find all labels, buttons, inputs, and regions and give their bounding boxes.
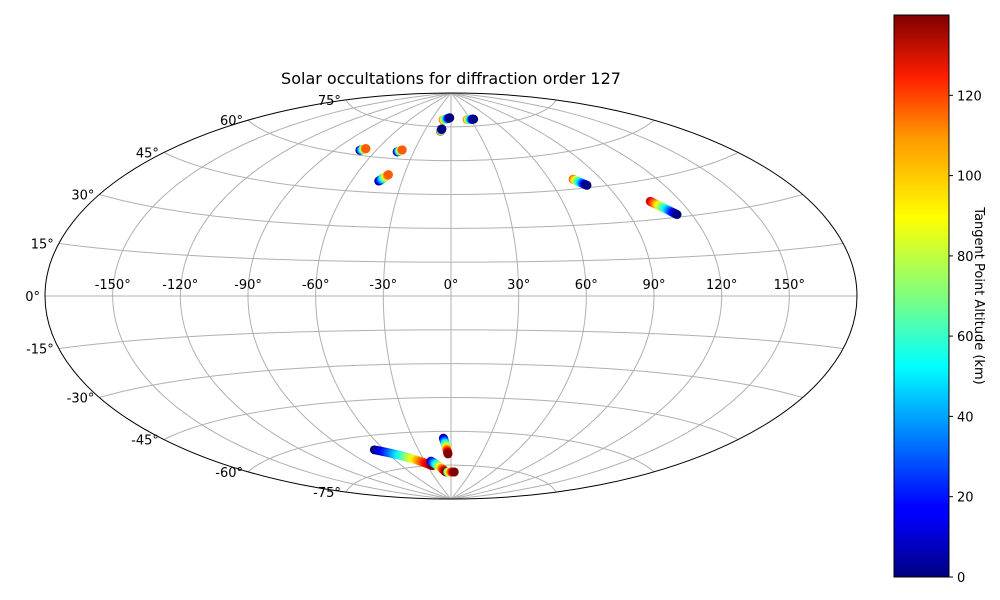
colorbar-ticks: 0 20 40 60 80 100 120 xyxy=(949,89,982,586)
y-tick-label: 60° xyxy=(220,114,243,129)
x-tick-label: 90° xyxy=(642,278,665,293)
y-tick-label: -15° xyxy=(26,343,54,358)
y-tick-label: 30° xyxy=(71,189,94,204)
parallel-line xyxy=(58,242,844,263)
colorbar-tick-label: 20 xyxy=(957,491,974,506)
y-tick-label: -75° xyxy=(313,486,341,501)
colorbar xyxy=(893,14,950,578)
x-tick-label: -150° xyxy=(95,278,131,293)
parallel-line xyxy=(99,363,803,398)
parallel-line xyxy=(163,396,739,440)
x-tick-label: -120° xyxy=(162,278,198,293)
y-tick-label: -45° xyxy=(131,434,159,449)
x-tick-label: -90° xyxy=(234,278,262,293)
grid xyxy=(45,92,857,500)
parallel-line xyxy=(99,194,803,229)
colorbar-tick-label: 120 xyxy=(957,89,982,104)
parallel-line xyxy=(345,464,557,493)
colorbar-tick-label: 40 xyxy=(957,410,974,425)
data-point xyxy=(445,113,455,123)
colorbar-tick-label: 100 xyxy=(957,170,982,185)
data-point xyxy=(437,124,447,134)
x-tick-labels: -150° -120° -90° -60° -30° 0° 30° 60° 90° 120° 150… xyxy=(95,278,805,293)
y-tick-label: -60° xyxy=(215,466,243,481)
data-point xyxy=(449,467,459,477)
colorbar-tick-label: 80 xyxy=(957,250,974,265)
colorbar-tick-label: 0 xyxy=(957,571,965,586)
parallel-line xyxy=(247,119,655,162)
data-points xyxy=(355,113,682,477)
x-tick-label: 120° xyxy=(706,278,737,293)
parallel-line xyxy=(58,329,844,350)
y-tick-label: 75° xyxy=(318,94,341,109)
x-tick-label: 30° xyxy=(507,278,530,293)
colorbar-label: Tangent Point Altitude (km) xyxy=(971,206,986,384)
y-tick-label: 15° xyxy=(31,238,54,253)
parallel-line xyxy=(345,99,557,128)
data-point xyxy=(469,114,479,124)
x-tick-label: 150° xyxy=(774,278,805,293)
data-point xyxy=(397,145,407,155)
x-tick-label: 0° xyxy=(444,278,459,293)
colorbar-tick-label: 60 xyxy=(957,330,974,345)
data-point xyxy=(383,170,393,180)
chart-title: Solar occultations for diffraction order… xyxy=(281,69,621,88)
y-tick-label: 0° xyxy=(25,290,40,305)
parallel-line xyxy=(247,430,655,473)
data-point xyxy=(361,144,371,154)
y-tick-label: -30° xyxy=(67,392,95,407)
plot-boundary xyxy=(44,92,858,500)
data-point xyxy=(672,210,682,220)
y-tick-labels: -75° -60° -45° -30° -15° 0° 15° 30° 45° 60° 75° xyxy=(25,94,341,501)
data-point xyxy=(443,449,453,459)
x-tick-label: -30° xyxy=(369,278,397,293)
y-tick-label: 45° xyxy=(136,147,159,162)
parallel-line xyxy=(163,152,739,196)
data-point xyxy=(582,180,592,190)
x-tick-label: 60° xyxy=(575,278,598,293)
x-tick-label: -60° xyxy=(302,278,330,293)
